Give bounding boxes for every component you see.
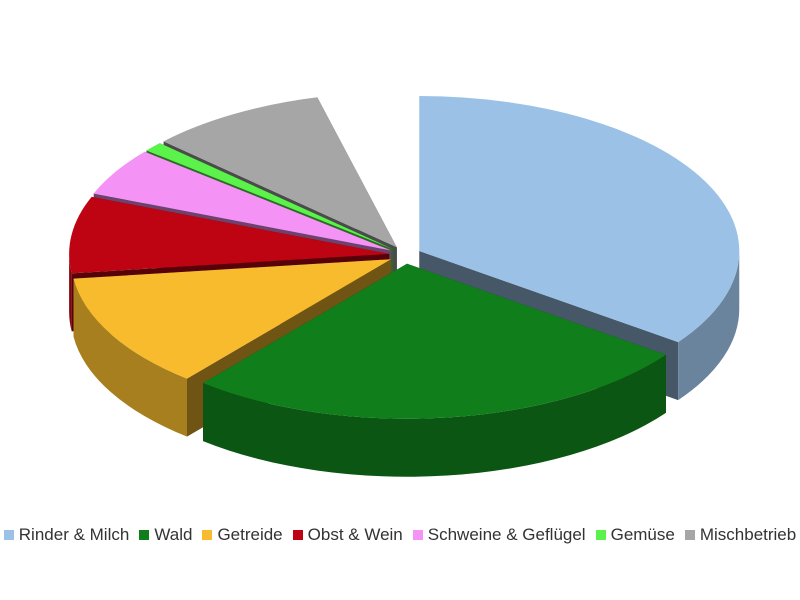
legend-label: Wald <box>154 525 193 544</box>
pie-slice-top-1 <box>419 96 740 343</box>
legend-swatch <box>412 530 423 540</box>
pie-slice-top-7 <box>163 97 397 248</box>
pie-slice-top-4 <box>69 196 390 274</box>
legend-item: Getreide <box>202 525 283 545</box>
legend-label: Getreide <box>217 525 283 544</box>
legend-swatch <box>3 530 14 540</box>
legend-label: Obst & Wein <box>307 525 403 544</box>
legend-swatch <box>595 530 606 540</box>
pie-slice-side-2-1 <box>203 354 666 477</box>
pie-slice-side-3-1 <box>73 278 188 437</box>
pie-slice-top-2 <box>203 263 666 419</box>
legend-label: Rinder & Milch <box>18 525 130 544</box>
pie-slice-2 <box>203 263 666 477</box>
pie-chart <box>69 96 740 477</box>
legend-label: Mischbetrieb <box>699 525 797 544</box>
legend-item: Mischbetrieb <box>684 525 797 545</box>
legend-swatch <box>292 530 303 540</box>
pie-slice-side-1-1 <box>678 251 740 401</box>
pie-slice-top-6 <box>146 143 393 250</box>
legend-item: Schweine & Geflügel <box>412 525 586 545</box>
legend-item: Rinder & Milch <box>3 525 130 545</box>
pie-slice-top-3 <box>73 259 391 379</box>
legend-item: Wald <box>139 525 192 545</box>
chart-legend: Rinder & Milch Wald Getreide Obst & Wein Sch… <box>0 518 800 552</box>
legend-item: Gemüse <box>595 525 675 545</box>
legend-item: Obst & Wein <box>292 525 403 545</box>
pie-slice-top-5 <box>93 151 392 251</box>
legend-label: Gemüse <box>610 525 675 544</box>
legend-swatch <box>202 530 213 540</box>
legend-swatch <box>684 530 695 540</box>
legend-swatch <box>139 530 150 540</box>
pie-slice-side-4-1 <box>69 253 72 332</box>
legend-label: Schweine & Geflügel <box>427 525 586 544</box>
